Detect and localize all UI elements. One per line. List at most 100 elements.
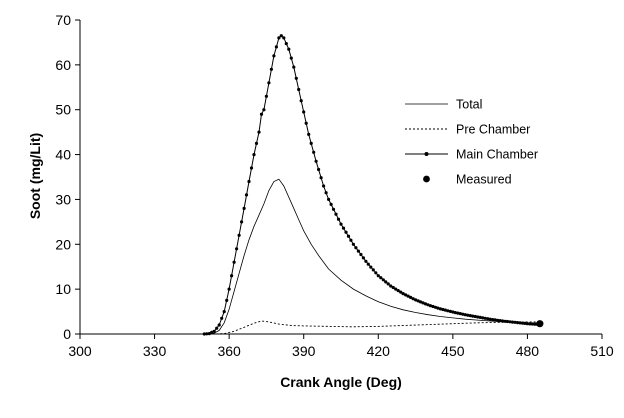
- series-point-main-chamber: [456, 311, 460, 315]
- series-point-main-chamber: [202, 332, 206, 336]
- legend-marker-measured: [423, 175, 430, 183]
- series-point-main-chamber: [505, 319, 510, 324]
- series-point-measured: [536, 320, 544, 328]
- series-layer: [202, 34, 544, 336]
- series-point-main-chamber: [496, 318, 500, 322]
- series-point-main-chamber: [478, 315, 482, 319]
- series-point-main-chamber: [523, 321, 527, 325]
- series-point-main-chamber: [235, 247, 239, 251]
- series-point-main-chamber: [386, 282, 390, 286]
- series-point-main-chamber: [222, 310, 226, 314]
- series-point-main-chamber: [533, 322, 537, 326]
- series-point-main-chamber: [327, 197, 331, 201]
- series-point-main-chamber: [468, 314, 472, 318]
- series-point-main-chamber: [232, 260, 236, 264]
- series-point-main-chamber: [217, 323, 221, 327]
- x-tick-label: 360: [217, 343, 241, 359]
- series-point-main-chamber: [421, 301, 425, 305]
- x-tick-label: 330: [143, 343, 167, 359]
- series-point-main-chamber: [433, 305, 438, 309]
- series-point-main-chamber: [451, 310, 455, 314]
- series-point-main-chamber: [279, 34, 283, 38]
- series-point-main-chamber: [491, 318, 495, 322]
- x-tick-label: 450: [441, 343, 465, 359]
- series-point-main-chamber: [446, 309, 450, 313]
- series-point-main-chamber: [262, 108, 266, 112]
- series-point-main-chamber: [307, 132, 311, 136]
- legend-label-total: Total: [456, 98, 482, 112]
- y-axis-title: Soot (mg/Lit): [27, 133, 43, 219]
- series-point-main-chamber: [416, 299, 420, 303]
- series-line-total: [204, 178, 540, 335]
- y-tick-label: 40: [55, 147, 71, 163]
- series-point-main-chamber: [528, 322, 532, 326]
- series-point-main-chamber: [287, 47, 291, 51]
- x-tick-label: 480: [516, 343, 540, 359]
- series-point-main-chamber: [458, 312, 462, 316]
- x-axis-title: Crank Angle (Deg): [280, 374, 402, 390]
- series-point-main-chamber: [510, 320, 515, 324]
- series-point-main-chamber: [284, 42, 288, 46]
- series-point-main-chamber: [205, 332, 209, 336]
- y-tick-label: 50: [55, 102, 71, 118]
- series-point-main-chamber: [441, 307, 445, 312]
- x-tick-label: 300: [68, 343, 92, 359]
- series-point-main-chamber: [212, 329, 216, 333]
- series-point-main-chamber: [461, 312, 465, 316]
- series-point-main-chamber: [376, 274, 380, 278]
- series-point-main-chamber: [277, 36, 281, 40]
- series-point-main-chamber: [401, 292, 405, 296]
- series-point-main-chamber: [518, 321, 522, 325]
- series-point-main-chamber: [374, 271, 378, 275]
- series-point-main-chamber: [354, 246, 358, 250]
- series-point-main-chamber: [351, 242, 355, 246]
- series-point-main-chamber: [409, 295, 413, 299]
- series-point-main-chamber: [225, 298, 229, 302]
- series-point-main-chamber: [282, 36, 286, 40]
- series-point-main-chamber: [399, 290, 403, 294]
- series-point-main-chamber: [309, 141, 313, 145]
- series-point-main-chamber: [379, 276, 383, 280]
- series-point-main-chamber: [443, 308, 447, 312]
- series-point-main-chamber: [254, 141, 259, 145]
- series-point-main-chamber: [418, 300, 423, 304]
- series-point-main-chamber: [423, 302, 428, 306]
- series-point-main-chamber: [448, 309, 452, 313]
- series-point-main-chamber: [438, 307, 442, 311]
- series-point-main-chamber: [525, 322, 530, 326]
- series-point-main-chamber: [501, 319, 505, 323]
- series-point-main-chamber: [349, 238, 353, 242]
- series-point-main-chamber: [240, 220, 244, 224]
- x-tick-label: 510: [590, 343, 614, 359]
- series-point-main-chamber: [317, 167, 321, 172]
- series-point-main-chamber: [436, 306, 440, 310]
- series-point-main-chamber: [292, 65, 296, 69]
- series-point-main-chamber: [257, 130, 261, 134]
- series-point-main-chamber: [530, 322, 535, 326]
- legend-marker-main-chamber: [424, 152, 429, 156]
- series-point-main-chamber: [299, 99, 303, 103]
- series-point-main-chamber: [503, 319, 507, 323]
- x-tick-label: 420: [367, 343, 391, 359]
- y-tick-label: 20: [55, 236, 71, 252]
- series-point-main-chamber: [242, 206, 246, 210]
- series-point-main-chamber: [414, 298, 418, 302]
- axes: 300 330 360 390 420 450 480 510 0 10 20 30 40 50 60 70: [55, 12, 613, 359]
- legend-label-pre-chamber: Pre Chamber: [456, 123, 530, 137]
- series-point-main-chamber: [274, 45, 278, 49]
- series-point-main-chamber: [341, 226, 346, 230]
- series-point-main-chamber: [520, 321, 525, 325]
- series-point-main-chamber: [361, 256, 365, 260]
- series-point-main-chamber: [411, 297, 415, 301]
- series-point-main-chamber: [371, 268, 375, 272]
- series-point-main-chamber: [493, 318, 497, 322]
- y-tick-label: 60: [55, 57, 71, 73]
- series-point-main-chamber: [364, 259, 368, 263]
- series-point-main-chamber: [334, 212, 338, 216]
- series-point-main-chamber: [391, 285, 395, 290]
- series-point-main-chamber: [466, 313, 470, 317]
- series-point-main-chamber: [220, 316, 224, 320]
- series-point-main-chamber: [389, 284, 393, 288]
- x-tick-label: 390: [292, 343, 316, 359]
